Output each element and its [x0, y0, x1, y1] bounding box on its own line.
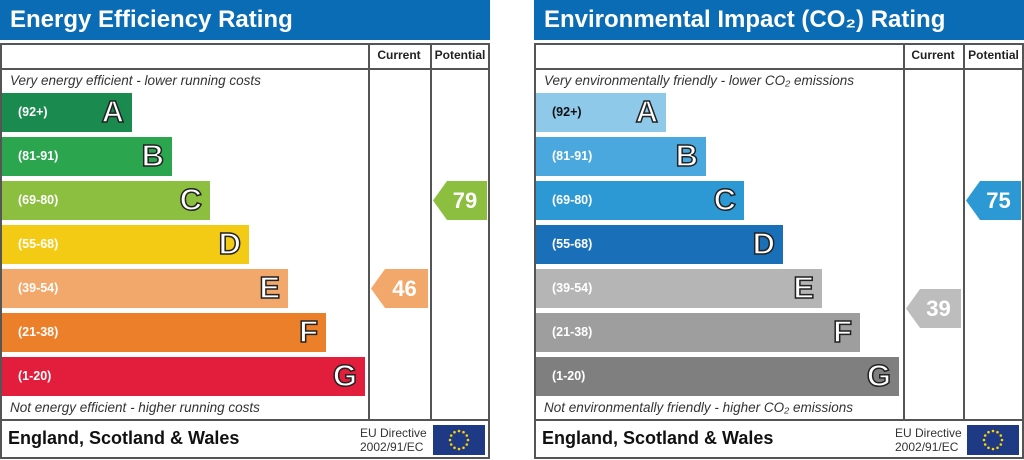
footer-divider [0, 419, 490, 421]
band-letter: B [675, 137, 699, 174]
band-bar-e: (39-54) E [536, 269, 822, 308]
header-divider [0, 68, 490, 70]
header-divider [534, 68, 1024, 70]
band-bar-d: (55-68) D [536, 225, 783, 264]
current-rating-arrow: 46 [371, 269, 428, 308]
current-column-line [368, 43, 370, 420]
band-bar-a: (92+) A [2, 93, 132, 132]
eu-directive-line2: 2002/91/EC [360, 440, 424, 454]
region-label: England, Scotland & Wales [542, 428, 774, 448]
band-bar-g: (1-20) G [2, 357, 365, 396]
band-bar-e: (39-54) E [2, 269, 288, 308]
band-range: (1-20) [552, 369, 586, 383]
bottom-note: Not environmentally friendly - higher CO… [544, 400, 854, 415]
band-letter: F [832, 313, 852, 350]
band-range: (39-54) [18, 281, 59, 295]
band-bar-d: (55-68) D [2, 225, 249, 264]
eu-directive: EU Directive 2002/91/EC [895, 426, 962, 454]
eu-directive: EU Directive 2002/91/EC [360, 426, 427, 454]
band-letter: C [179, 181, 203, 218]
band-range: (81-91) [18, 149, 59, 163]
band-range: (81-91) [552, 149, 593, 163]
current-column-header: Current [377, 48, 421, 62]
rating-frame [0, 43, 490, 459]
band-letter: D [218, 225, 242, 262]
chart-title: Energy Efficiency Rating [0, 0, 490, 40]
band-range: (55-68) [18, 237, 59, 251]
band-letter: B [141, 137, 165, 174]
band-range: (92+) [18, 105, 48, 119]
footer-divider [534, 419, 1024, 421]
potential-rating-arrow: 79 [433, 181, 487, 220]
band-bar-c: (69-80) C [536, 181, 744, 220]
region-label: England, Scotland & Wales [8, 428, 240, 448]
band-range: (55-68) [552, 237, 593, 251]
band-range: (21-38) [552, 325, 593, 339]
potential-column-line [963, 43, 965, 420]
environmental-impact-panel: Environmental Impact (CO₂) Rating Current… [534, 0, 1024, 460]
current-column-line [903, 43, 905, 420]
bottom-note: Not energy efficient - higher running co… [10, 400, 260, 415]
band-range: (92+) [552, 105, 582, 119]
band-letter: D [752, 225, 776, 262]
band-bar-f: (21-38) F [2, 313, 326, 352]
band-range: (21-38) [18, 325, 59, 339]
energy-efficiency-panel: Energy Efficiency Rating Current Potential… [0, 0, 490, 460]
band-bar-b: (81-91) B [536, 137, 706, 176]
band-bar-a: (92+) A [536, 93, 666, 132]
band-letter: E [259, 269, 281, 306]
band-range: (39-54) [552, 281, 593, 295]
eu-flag-icon [433, 425, 485, 455]
current-column-header: Current [911, 48, 955, 62]
eu-flag-icon [967, 425, 1019, 455]
band-letter: A [635, 93, 659, 130]
potential-column-header: Potential [968, 48, 1019, 62]
potential-column-header: Potential [434, 48, 486, 62]
band-range: (1-20) [18, 369, 52, 383]
band-letter: G [866, 357, 892, 394]
band-letter: F [298, 313, 318, 350]
eu-directive-line2: 2002/91/EC [895, 440, 959, 454]
band-bar-g: (1-20) G [536, 357, 899, 396]
band-bar-f: (21-38) F [536, 313, 860, 352]
band-letter: A [101, 93, 125, 130]
top-note: Very energy efficient - lower running co… [10, 73, 261, 88]
band-letter: G [332, 357, 358, 394]
top-note: Very environmentally friendly - lower CO… [544, 73, 854, 88]
eu-directive-line1: EU Directive [360, 426, 427, 440]
band-range: (69-80) [18, 193, 59, 207]
rating-frame [534, 43, 1024, 459]
eu-directive-line1: EU Directive [895, 426, 962, 440]
chart-title: Environmental Impact (CO₂) Rating [534, 0, 1024, 40]
band-bar-b: (81-91) B [2, 137, 172, 176]
band-bar-c: (69-80) C [2, 181, 210, 220]
band-range: (69-80) [552, 193, 593, 207]
potential-column-line [430, 43, 432, 420]
band-letter: E [793, 269, 815, 306]
band-letter: C [713, 181, 737, 218]
